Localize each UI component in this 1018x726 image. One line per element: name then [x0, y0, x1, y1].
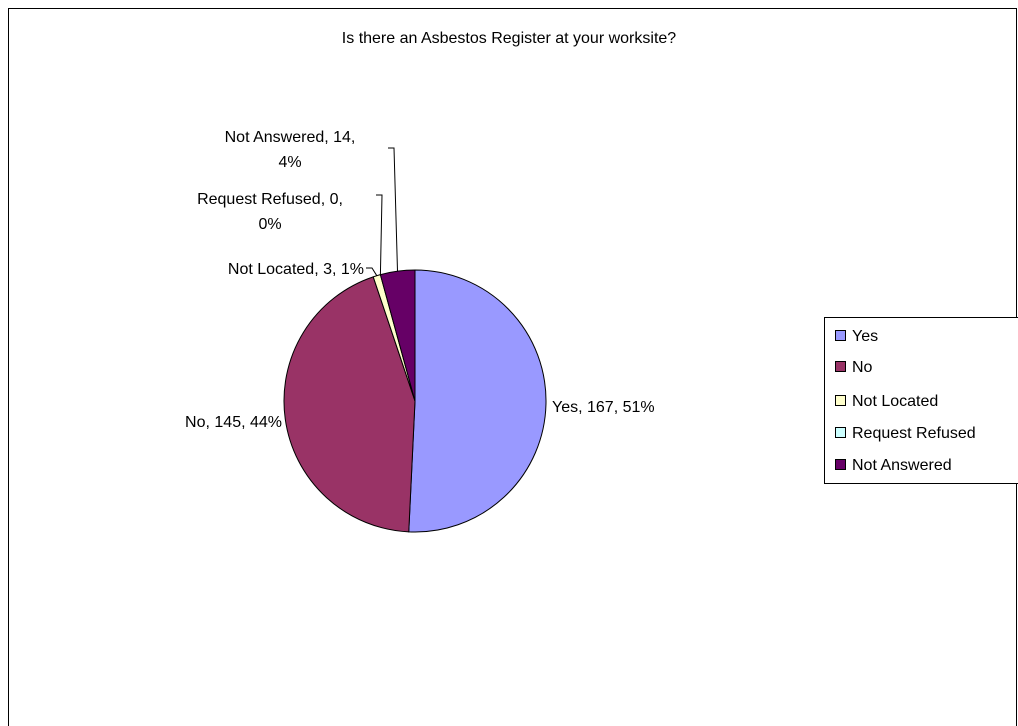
legend: Yes No Not Located Request Refused Not A… [824, 317, 1018, 484]
legend-swatch-yes [835, 330, 846, 342]
legend-item-no: No [835, 359, 872, 382]
data-label-request-refused-percent: 0% [258, 216, 282, 233]
pie-slice-yes [408, 269, 547, 533]
data-label-no: No, 145, 44% [185, 414, 282, 431]
legend-label-yes: Yes [852, 328, 879, 345]
legend-swatch-request-refused [835, 427, 846, 439]
legend-label-no: No [852, 359, 873, 376]
data-label-request-refused: Request Refused, 0, [197, 191, 343, 208]
data-label-not-located: Not Located, 3, 1% [227, 261, 364, 278]
legend-item-not-located: Not Located [835, 393, 938, 416]
leader-line-not-answered [388, 147, 398, 272]
legend-item-request-refused: Request Refused [835, 425, 976, 448]
legend-label-not-answered: Not Answered [852, 457, 952, 474]
legend-item-yes: Yes [835, 328, 878, 351]
legend-label-request-refused: Request Refused [852, 425, 976, 442]
chart-title: Is there an Asbestos Register at your wo… [341, 30, 677, 47]
legend-swatch-no [835, 361, 846, 373]
pie-slice-no [283, 276, 416, 533]
data-label-not-answered: Not Answered, 14, [224, 129, 356, 146]
legend-item-not-answered: Not Answered [835, 457, 952, 480]
data-label-not-answered-percent: 4% [278, 154, 302, 171]
legend-swatch-not-located [835, 395, 846, 407]
data-label-yes: Yes, 167, 51% [552, 399, 655, 416]
legend-swatch-not-answered [835, 459, 846, 471]
leader-line-request-refused [376, 194, 383, 275]
leader-line-not-located [366, 267, 378, 276]
legend-label-not-located: Not Located [852, 393, 939, 410]
